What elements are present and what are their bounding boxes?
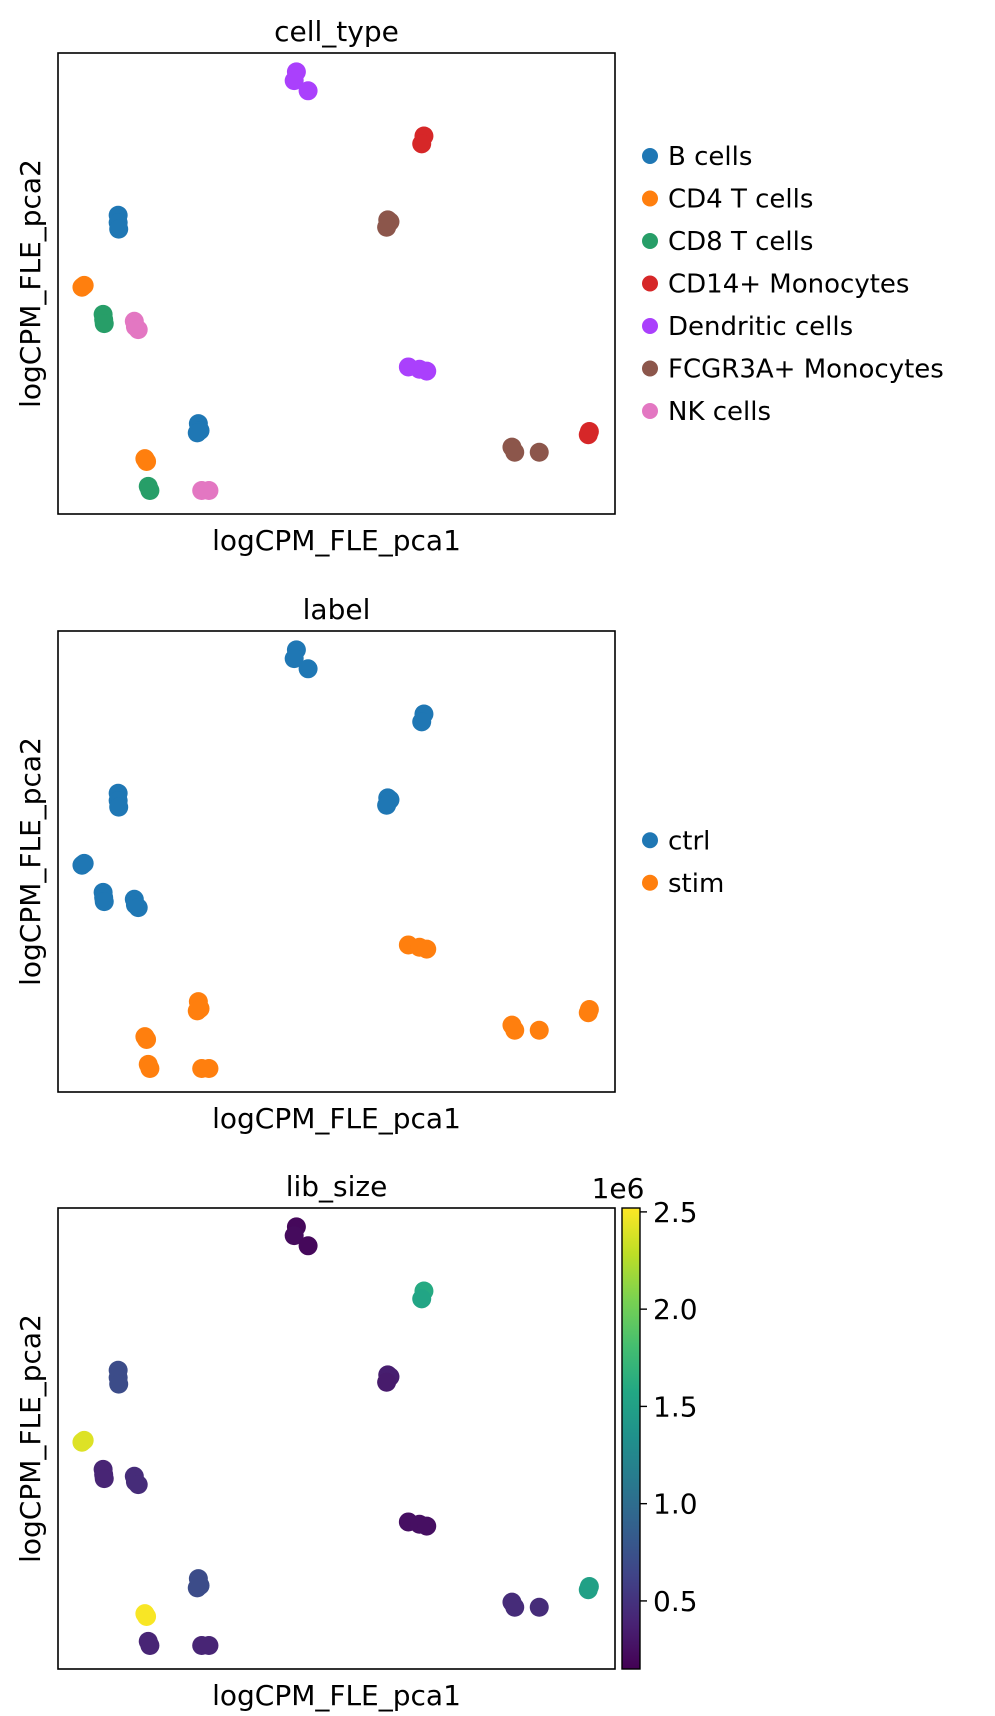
- data-point: [128, 898, 148, 918]
- data-point: [140, 1635, 160, 1655]
- legend-marker: [642, 148, 658, 164]
- data-point: [137, 1029, 157, 1049]
- colorbar-tick-label: 1.5: [653, 1390, 698, 1423]
- colorbar-tick-label: 0.5: [653, 1585, 698, 1618]
- legend: B cells CD4 T cells CD8 T cells CD14+ Monoc…: [642, 142, 944, 427]
- data-point: [94, 1469, 114, 1489]
- data-point: [377, 217, 397, 237]
- legend-entry: CD14+ Monocytes: [668, 270, 909, 300]
- data-point: [128, 320, 148, 340]
- data-point: [377, 1372, 397, 1392]
- plot-title: label: [303, 593, 371, 626]
- data-point: [137, 451, 157, 471]
- legend-marker: [642, 190, 658, 207]
- data-points: [72, 62, 599, 500]
- legend-marker: [642, 360, 658, 377]
- data-point: [199, 1635, 219, 1655]
- x-axis-label: logCPM_FLE_pca1: [212, 1679, 461, 1712]
- data-point: [94, 314, 114, 334]
- x-axis-label: logCPM_FLE_pca1: [212, 524, 461, 557]
- axes-frame: [57, 630, 616, 1093]
- legend-marker: [642, 403, 658, 419]
- data-point: [578, 425, 598, 445]
- axes-frame: [57, 1207, 616, 1670]
- data-point: [505, 1597, 525, 1617]
- colorbar-tick-label: 2.5: [653, 1196, 698, 1229]
- legend-marker: [642, 275, 658, 292]
- legend-entry: Dendritic cells: [668, 312, 853, 342]
- y-axis-label: logCPM_FLE_pca2: [14, 159, 47, 408]
- data-point: [298, 1236, 318, 1256]
- data-points: [72, 1217, 599, 1655]
- data-point: [140, 1058, 160, 1078]
- data-point: [109, 219, 129, 239]
- legend-entry: NK cells: [668, 397, 771, 427]
- data-point: [109, 1374, 129, 1394]
- axes-frame: [57, 52, 616, 515]
- data-point: [417, 939, 437, 959]
- legend-marker: [642, 832, 658, 849]
- data-point: [412, 712, 432, 732]
- legend-entry: ctrl: [668, 826, 710, 856]
- data-point: [505, 442, 525, 462]
- panel-lib_size: lib_size logCPM_FLE_pca1 logCPM_FLE_pca2 0.…: [14, 1170, 698, 1712]
- data-point: [529, 1020, 549, 1040]
- data-point: [187, 1001, 207, 1021]
- data-point: [128, 1475, 148, 1495]
- data-point: [529, 442, 549, 462]
- data-point: [578, 1580, 598, 1600]
- data-points: [72, 640, 599, 1078]
- data-point: [94, 892, 114, 912]
- legend-entry: CD4 T cells: [668, 185, 813, 215]
- data-point: [74, 853, 94, 873]
- data-point: [505, 1020, 525, 1040]
- legend-entry: B cells: [668, 142, 752, 172]
- data-point: [284, 1226, 304, 1246]
- data-point: [417, 1516, 437, 1536]
- legend-entry: FCGR3A+ Monocytes: [668, 355, 944, 385]
- legend-entry: CD8 T cells: [668, 227, 813, 257]
- data-point: [199, 480, 219, 500]
- data-point: [140, 480, 160, 500]
- data-point: [412, 134, 432, 154]
- y-axis-label: logCPM_FLE_pca2: [14, 737, 47, 986]
- y-axis-label: logCPM_FLE_pca2: [14, 1314, 47, 1563]
- data-point: [137, 1606, 157, 1626]
- legend: ctrl stim: [642, 826, 724, 899]
- legend-marker: [642, 318, 658, 334]
- data-point: [298, 81, 318, 101]
- data-point: [377, 795, 397, 815]
- data-point: [109, 797, 129, 817]
- legend-entry: stim: [668, 869, 724, 899]
- data-point: [284, 649, 304, 669]
- legend-marker: [642, 233, 658, 249]
- data-point: [298, 659, 318, 679]
- data-point: [187, 423, 207, 443]
- legend-marker: [642, 874, 658, 891]
- colorbar-tick-label: 2.0: [653, 1293, 698, 1326]
- data-point: [187, 1578, 207, 1598]
- data-point: [74, 275, 94, 295]
- colorbar-tick-label: 1.0: [653, 1488, 698, 1521]
- data-point: [199, 1058, 219, 1078]
- colorbar-gradient: [621, 1207, 641, 1670]
- panel-cell_type: cell_type logCPM_FLE_pca1 logCPM_FLE_pca2 B…: [14, 15, 944, 557]
- x-axis-label: logCPM_FLE_pca1: [212, 1102, 461, 1135]
- data-point: [417, 361, 437, 381]
- colorbar-offset-label: 1e6: [592, 1172, 645, 1205]
- data-point: [529, 1597, 549, 1617]
- data-point: [412, 1289, 432, 1309]
- data-point: [74, 1430, 94, 1450]
- plot-title: lib_size: [286, 1170, 388, 1203]
- data-point: [284, 71, 304, 91]
- data-point: [578, 1003, 598, 1023]
- plot-title: cell_type: [274, 15, 399, 48]
- panel-label: label logCPM_FLE_pca1 logCPM_FLE_pca2 ctrl s…: [14, 593, 724, 1135]
